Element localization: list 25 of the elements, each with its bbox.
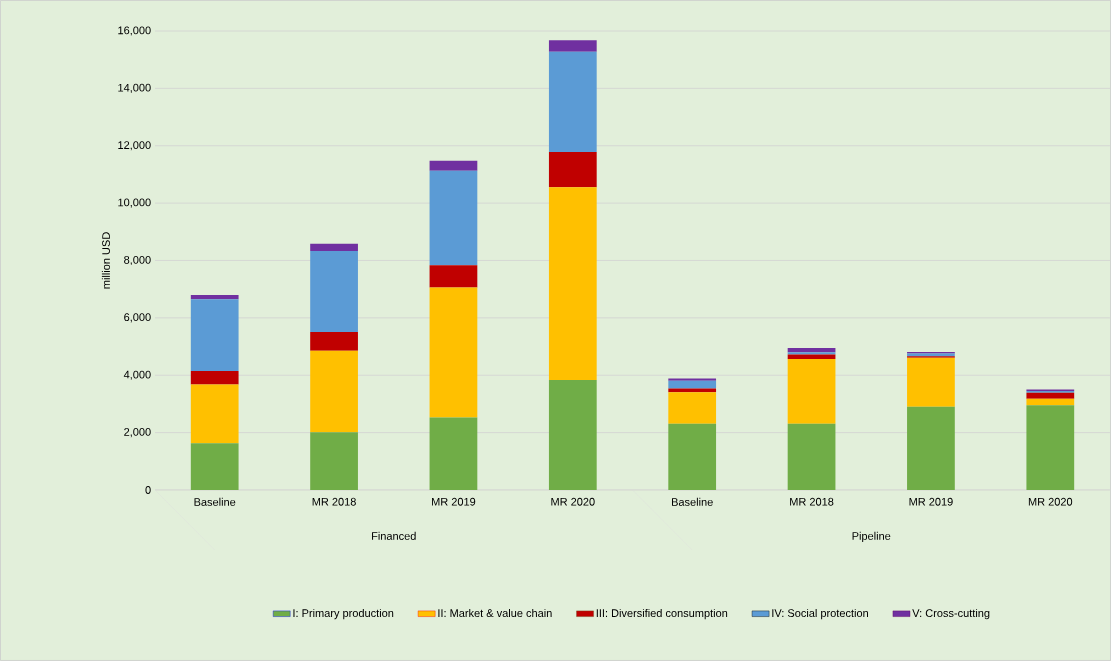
text: Pipeline xyxy=(852,531,891,543)
x-tick-label: Baseline xyxy=(672,497,713,506)
x-tick-label: MR 2020 xyxy=(1028,497,1073,506)
x-tick-label: MR 2019 xyxy=(909,497,953,506)
y-tick-label: 6,000 xyxy=(124,313,151,323)
y-tick-label: 14,000 xyxy=(118,83,151,93)
x-tick-label: MR 2020 xyxy=(551,497,595,506)
legend-label: IV: Social protection xyxy=(772,608,868,620)
legend-label: III: Diversified consumption xyxy=(596,608,728,620)
y-tick-label: 8,000 xyxy=(124,255,151,266)
y-tick-label: 12,000 xyxy=(118,141,151,151)
y-tick-label: 4,000 xyxy=(123,370,151,380)
y-axis-title: million USD xyxy=(101,232,110,289)
y-tick-label: 2,000 xyxy=(124,428,151,438)
legend-label: I: Primary production xyxy=(293,608,394,620)
x-tick-label: MR 2019 xyxy=(432,497,476,506)
text: Financed xyxy=(372,531,416,540)
x-tick-label: MR 2018 xyxy=(312,497,356,506)
y-tick-label: 10,000 xyxy=(118,198,151,208)
x-tick-label: MR 2018 xyxy=(790,497,834,506)
y-tick-label: 16,000 xyxy=(118,26,151,36)
y-tick-label: 0 xyxy=(145,486,151,494)
legend-label: V: Cross-cutting xyxy=(912,608,990,620)
x-tick-label: Baseline xyxy=(194,497,236,506)
legend-label: II: Market & value chain xyxy=(438,608,552,618)
